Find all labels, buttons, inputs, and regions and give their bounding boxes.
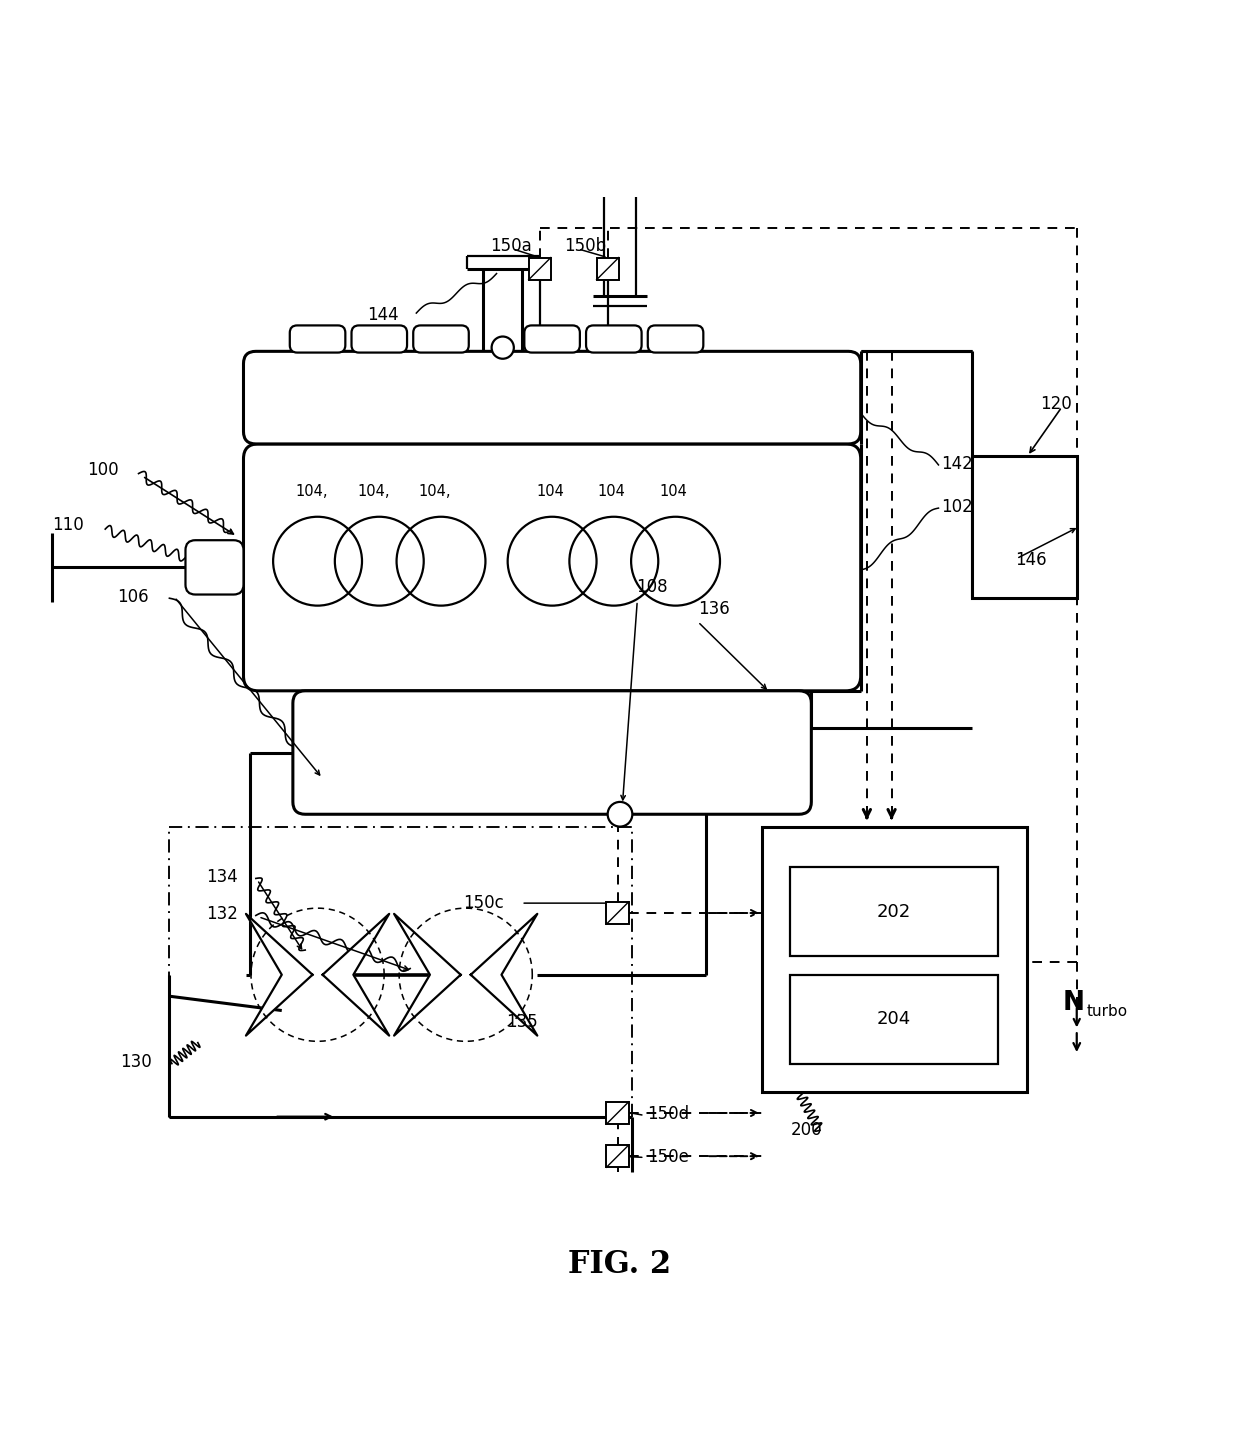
Text: 144: 144: [367, 306, 398, 325]
Text: 106: 106: [118, 588, 149, 605]
Text: 150e: 150e: [647, 1148, 689, 1166]
Text: 150c: 150c: [464, 894, 503, 912]
Text: 150d: 150d: [647, 1105, 689, 1123]
FancyBboxPatch shape: [290, 325, 345, 352]
Text: 202: 202: [877, 903, 911, 920]
FancyBboxPatch shape: [525, 325, 580, 352]
Text: 108: 108: [636, 578, 667, 597]
Polygon shape: [322, 914, 389, 1036]
Bar: [790, 867, 998, 956]
Text: 142: 142: [941, 455, 972, 472]
FancyBboxPatch shape: [587, 325, 641, 352]
Bar: [790, 975, 998, 1063]
Text: 135: 135: [506, 1013, 538, 1030]
Text: 132: 132: [207, 906, 238, 923]
Text: 200: 200: [790, 1122, 822, 1139]
Text: 136: 136: [698, 600, 729, 618]
Text: 104: 104: [660, 484, 687, 499]
FancyBboxPatch shape: [186, 541, 243, 594]
Bar: [972, 456, 1076, 598]
Polygon shape: [246, 914, 312, 1036]
Circle shape: [608, 801, 632, 827]
Bar: [606, 1145, 629, 1168]
FancyBboxPatch shape: [647, 325, 703, 352]
Text: FIG. 2: FIG. 2: [568, 1249, 672, 1281]
FancyBboxPatch shape: [243, 352, 861, 444]
Text: 146: 146: [1016, 551, 1047, 570]
Polygon shape: [394, 914, 461, 1036]
Text: 130: 130: [120, 1053, 151, 1072]
Bar: [606, 1102, 629, 1125]
Text: 100: 100: [87, 461, 118, 479]
Text: 150b: 150b: [564, 238, 606, 255]
FancyBboxPatch shape: [293, 691, 811, 814]
FancyBboxPatch shape: [351, 325, 407, 352]
Circle shape: [491, 336, 513, 359]
Polygon shape: [471, 914, 537, 1036]
Text: turbo: turbo: [1086, 1005, 1127, 1019]
Bar: [528, 258, 551, 279]
Text: 104,: 104,: [419, 484, 451, 499]
Text: $\mathbf{N}$: $\mathbf{N}$: [1061, 990, 1084, 1016]
Bar: [596, 258, 619, 279]
Bar: [606, 902, 629, 924]
Text: 134: 134: [207, 869, 238, 886]
Text: 150a: 150a: [490, 238, 532, 255]
Text: 102: 102: [941, 498, 972, 515]
FancyBboxPatch shape: [243, 444, 861, 691]
Text: 104: 104: [598, 484, 626, 499]
Text: 120: 120: [1039, 395, 1071, 414]
FancyBboxPatch shape: [413, 325, 469, 352]
Text: 110: 110: [52, 517, 84, 534]
Text: 104: 104: [536, 484, 564, 499]
Text: 204: 204: [877, 1010, 911, 1027]
Text: 104,: 104,: [295, 484, 327, 499]
Text: 104,: 104,: [357, 484, 389, 499]
Bar: [761, 827, 1028, 1092]
